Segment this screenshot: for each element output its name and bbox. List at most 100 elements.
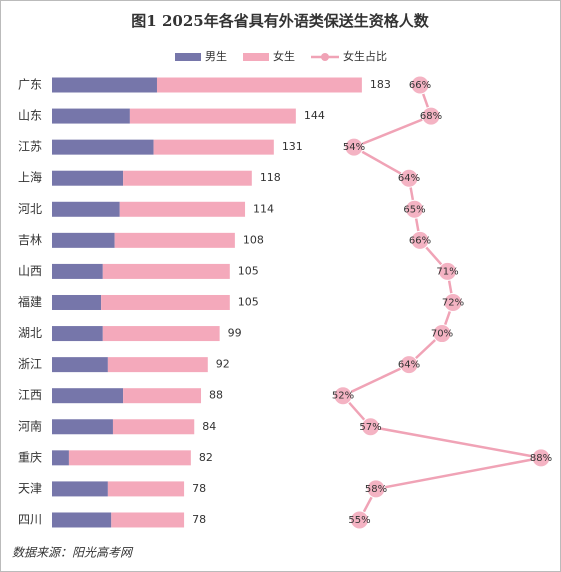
data-label: 66% (409, 235, 431, 246)
total-label: 99 (228, 327, 242, 340)
total-label: 118 (260, 171, 281, 184)
data-label: 58% (365, 484, 387, 495)
data-label: 52% (332, 391, 354, 402)
bar-segment (123, 388, 202, 404)
y-tick-label: 山西 (18, 264, 42, 278)
y-tick-label: 上海 (18, 170, 42, 185)
chart-title: 图1 2025年各省具有外语类保送生资格人数 (131, 12, 429, 30)
y-tick-label: 天津 (18, 481, 42, 495)
data-label: 64% (398, 360, 420, 371)
line-marker (333, 386, 353, 406)
bar-segment (102, 326, 220, 342)
bar-segment (52, 139, 154, 155)
bar-segment (52, 201, 120, 217)
y-tick-label: 吉林 (18, 233, 42, 247)
legend-label: 男生 (205, 49, 227, 63)
y-tick-label: 四川 (18, 512, 42, 526)
data-label: 65% (403, 204, 425, 215)
bar-segment (107, 481, 185, 497)
line-marker (410, 230, 430, 250)
bar-segment (52, 108, 130, 124)
bar-segment (52, 388, 124, 404)
y-tick-label: 福建 (18, 294, 42, 309)
line-marker (432, 324, 452, 344)
line-marker (361, 417, 380, 437)
bar-segment (52, 294, 102, 310)
bar-segment (102, 263, 230, 279)
line-marker (366, 479, 386, 499)
bar-segment (52, 232, 115, 248)
line-marker (399, 355, 419, 375)
total-label: 108 (243, 233, 264, 246)
y-tick-label: 重庆 (18, 450, 42, 464)
y-tick-label: 江西 (18, 388, 42, 402)
data-label: 64% (398, 173, 420, 184)
total-label: 105 (238, 264, 259, 277)
bar-segment (153, 139, 274, 155)
y-tick-label: 江苏 (18, 140, 42, 154)
bar-segment (52, 419, 113, 435)
bar-segment (129, 108, 296, 124)
y-tick-label: 河南 (18, 418, 42, 433)
data-label: 55% (348, 515, 370, 526)
total-label: 78 (192, 513, 206, 526)
bar-segment (111, 512, 185, 528)
source-note: 数据来源：阳光高考网 (12, 546, 134, 560)
legend-swatch (321, 53, 329, 61)
total-label: 183 (370, 78, 391, 91)
total-label: 105 (238, 295, 259, 308)
bar-segment (52, 326, 103, 342)
data-label: 66% (409, 80, 431, 91)
legend-label: 女生 (273, 49, 295, 63)
total-label: 131 (282, 140, 303, 153)
total-label: 114 (253, 202, 274, 215)
y-tick-label: 广东 (18, 78, 42, 92)
bar-segment (107, 357, 208, 373)
bar-segment (52, 357, 108, 373)
bar-segment (52, 170, 124, 186)
total-label: 92 (216, 358, 230, 371)
data-label: 68% (420, 111, 442, 122)
line-marker (531, 448, 551, 468)
legend-swatch (243, 53, 269, 61)
total-label: 84 (202, 420, 216, 433)
line-marker (344, 137, 364, 157)
bar-segment (52, 77, 157, 93)
y-tick-label: 河北 (18, 202, 42, 216)
line-marker (399, 168, 419, 188)
line-marker (410, 75, 430, 95)
bar-segment (101, 294, 230, 310)
bar-segment (156, 77, 362, 93)
data-label: 88% (530, 453, 552, 464)
bar-segment (52, 450, 69, 466)
line-marker (438, 261, 457, 281)
y-tick-label: 浙江 (18, 357, 42, 371)
bar-segment (52, 263, 103, 279)
bar-segment (112, 419, 195, 435)
data-label: 72% (442, 297, 464, 308)
y-tick-label: 山东 (18, 109, 42, 123)
line-marker (443, 292, 463, 312)
data-label: 57% (359, 422, 381, 433)
total-label: 78 (192, 482, 206, 495)
data-label: 71% (436, 266, 458, 277)
legend-label: 女生占比 (343, 49, 387, 63)
bar-segment (123, 170, 252, 186)
data-label: 70% (431, 329, 453, 340)
bar-segment (119, 201, 246, 217)
y-tick-label: 湖北 (18, 325, 42, 340)
data-label: 54% (343, 142, 365, 153)
total-label: 82 (199, 451, 213, 464)
line-marker (405, 199, 424, 219)
bar-segment (68, 450, 191, 466)
total-label: 88 (209, 389, 223, 402)
line-marker (350, 510, 369, 530)
bar-segment (114, 232, 235, 248)
line-marker (421, 106, 441, 126)
bar-segment (52, 512, 112, 528)
legend-swatch (175, 53, 201, 61)
total-label: 144 (304, 109, 325, 122)
bar-segment (52, 481, 108, 497)
